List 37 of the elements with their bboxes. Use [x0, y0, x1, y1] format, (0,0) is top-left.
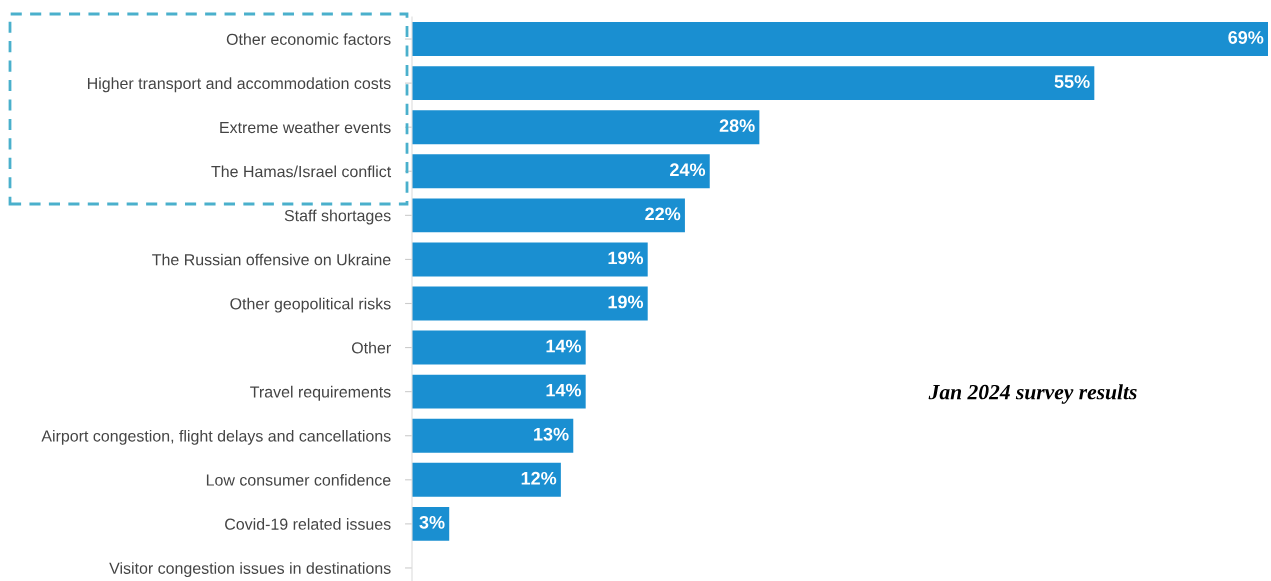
bar	[412, 198, 685, 233]
annotation: Jan 2024 survey results	[928, 384, 1137, 404]
y-tick-label: Higher transport and accommodation costs	[87, 77, 391, 93]
y-tick-label: Low consumer confidence	[206, 474, 391, 486]
bar	[412, 418, 574, 453]
data-label: 69%	[1228, 31, 1264, 44]
y-tick-label: Extreme weather events	[220, 121, 391, 134]
data-label: 19%	[608, 251, 644, 265]
data-label: 28%	[719, 119, 755, 133]
y-tick-label: Visitor congestion issues in destinations	[109, 562, 391, 578]
y-tick-label: Other	[351, 341, 391, 354]
y-tick-label: Airport congestion, flight delays and cancellations	[41, 429, 391, 445]
data-label: 19%	[608, 295, 644, 309]
y-tick-label: Other economic factors	[226, 33, 391, 45]
data-label: 22%	[645, 207, 681, 221]
data-label: 3%	[419, 515, 445, 529]
bar	[412, 66, 1095, 101]
bar	[412, 330, 586, 365]
y-tick-label: The Russian offensive on Ukraine	[152, 253, 391, 266]
data-label: 14%	[546, 383, 582, 397]
bar	[412, 286, 648, 321]
bar	[412, 374, 586, 409]
data-label: 12%	[521, 471, 557, 485]
y-tick-label: Staff shortages	[284, 209, 391, 225]
bar	[412, 242, 648, 277]
y-tick-label: Other geopolitical risks	[230, 297, 391, 313]
data-label: 13%	[534, 427, 569, 441]
y-tick-label: Covid-19 related issues	[225, 518, 391, 530]
bar	[412, 110, 760, 145]
y-tick-label: The Hamas/Israel conflict	[211, 165, 392, 178]
y-tick-label: Travel requirements	[250, 385, 391, 401]
bar	[412, 462, 561, 497]
bar	[412, 22, 1268, 57]
data-label: 14%	[546, 339, 582, 353]
data-label: 55%	[1054, 75, 1090, 88]
data-label: 24%	[670, 163, 706, 177]
bar	[412, 154, 710, 189]
